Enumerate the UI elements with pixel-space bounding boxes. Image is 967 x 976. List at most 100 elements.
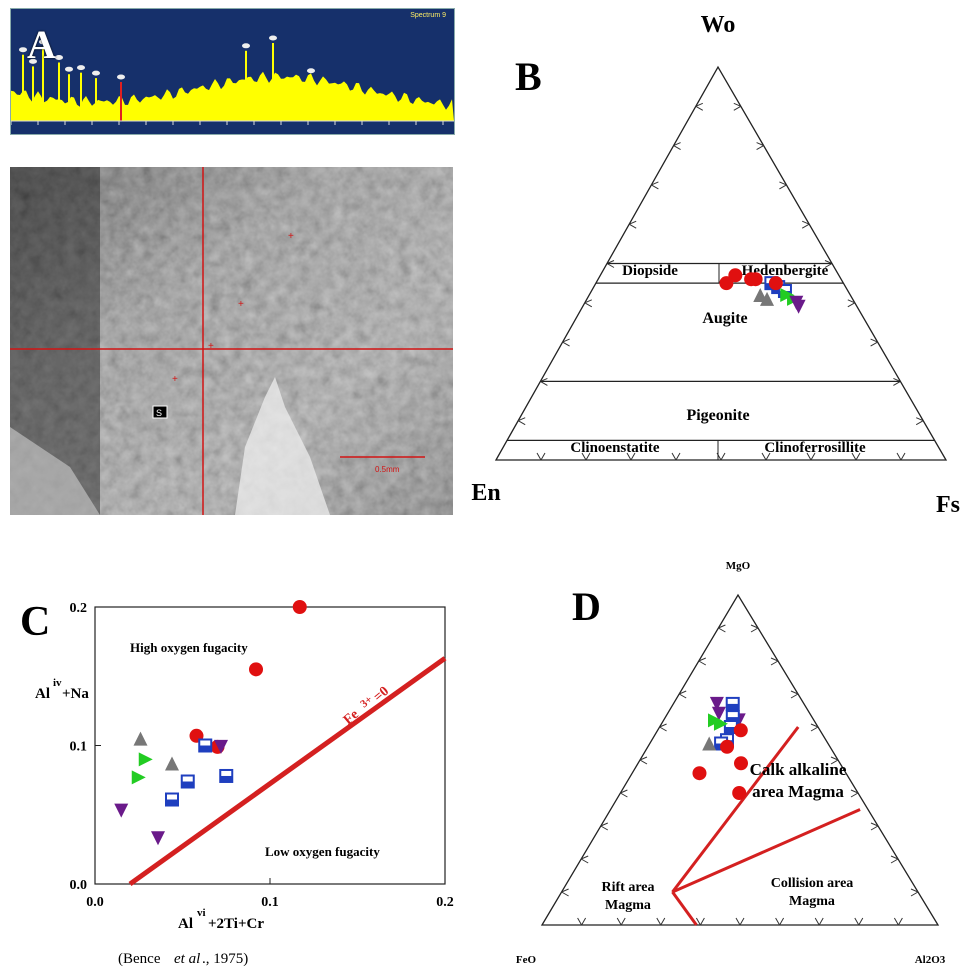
peak-label-marker: [77, 65, 85, 71]
ternary-tick: [854, 917, 864, 926]
pyroxene-ternary-panel: Wo En Fs Diopside Hedenbergite Augite Pigeonit…: [460, 0, 967, 520]
oxygen-fugacity-chart: 0.0 0.1 0.2 0.0 0.1 0.2 High oxygen fugacity Lo…: [20, 599, 454, 967]
ternary-tick: [761, 452, 771, 461]
panel-label-c: C: [20, 599, 50, 645]
ternary-tick: [790, 690, 799, 699]
eds-spectrum: A Spectrum 9: [10, 8, 455, 135]
ternary-tick: [750, 624, 759, 633]
ternary-tick: [580, 855, 589, 864]
apex-label-feo: FeO: [516, 954, 537, 966]
ternary-tick: [814, 917, 824, 926]
ternary-tick: [698, 657, 707, 666]
tectonic-ternary-panel: MgO FeO Al2O3 Calk alkaline area Magma Rift a…: [480, 545, 967, 971]
annotation-low-fugacity: Low oxygen fugacity: [265, 844, 380, 859]
oxygen-fugacity-panel: 0.0 0.1 0.2 0.0 0.1 0.2 High oxygen fugacity Lo…: [0, 580, 470, 971]
apex-label-fs: Fs: [936, 492, 960, 518]
field-label-calk-alkaline-2: area Magma: [752, 782, 844, 801]
y-axis-label-rest: +Na: [62, 686, 89, 702]
ternary-tick: [718, 624, 726, 633]
ternary-tick: [733, 102, 742, 111]
x-tick-label: 0.1: [261, 895, 279, 910]
data-point-circle: [733, 723, 748, 738]
data-point-triangle-up: [760, 291, 775, 306]
annotation-fe3-rest: =0: [371, 684, 392, 705]
svg-text:+: +: [288, 231, 294, 242]
data-point-square-fill: [199, 745, 212, 752]
data-point-circle: [692, 766, 707, 781]
panel-label-a: A: [27, 22, 56, 67]
data-point-triangle-down: [711, 706, 726, 721]
field-label-hedenbergite: Hedenbergite: [742, 263, 829, 279]
x-axis-label-rest: +2Ti+Cr: [208, 916, 264, 932]
y-axis-label-sup: iv: [53, 677, 62, 689]
ternary-tick: [847, 299, 856, 308]
field-label-clinoenstatite: Clinoenstatite: [570, 440, 660, 456]
apex-label-wo: Wo: [701, 12, 736, 38]
data-point-square-fill: [166, 799, 178, 806]
ternary-tick: [870, 338, 878, 347]
peak-label-marker: [19, 47, 27, 53]
microscope-image: + + + + S 0.5mm: [10, 167, 453, 515]
apex-label-al2o3: Al2O3: [915, 954, 946, 966]
data-point-circle: [732, 786, 747, 800]
analysis-spot-marker: [152, 405, 168, 419]
ternary-tick: [536, 452, 546, 461]
ternary-tick: [756, 142, 764, 151]
ternary-tick: [562, 338, 570, 347]
spectrum-caption: Spectrum 9: [410, 12, 446, 19]
spot-label: S: [156, 408, 162, 418]
ternary-tick: [801, 220, 810, 229]
boundary-line: [671, 891, 698, 926]
ternary-tick: [810, 723, 819, 732]
panel-label-d: D: [572, 584, 601, 629]
field-label-collision-2: Magma: [789, 894, 835, 909]
ternary-tick: [806, 452, 816, 461]
data-point-square-fill: [726, 703, 739, 710]
data-point-triangle-right: [713, 716, 728, 731]
svg-text:+: +: [208, 341, 214, 352]
field-label-rift-2: Magma: [605, 898, 651, 913]
ternary-tick: [695, 917, 705, 926]
field-label-collision-1: Collision area: [771, 876, 854, 891]
ternary-tick: [735, 917, 745, 926]
data-point-circle: [768, 276, 783, 291]
data-point-circle: [292, 600, 307, 614]
peak-label-marker: [117, 74, 125, 80]
apex-label-en: En: [471, 480, 500, 506]
field-label-calk-alkaline-1: Calk alkaline: [750, 760, 847, 779]
data-point-triangle-up: [702, 736, 717, 751]
y-tick-label: 0.1: [70, 740, 88, 755]
peak-label-marker: [269, 35, 277, 41]
svg-text:+: +: [238, 299, 244, 310]
eds-spectrum-plot: [10, 9, 454, 134]
ternary-tick: [626, 452, 636, 461]
data-point-square-fill: [724, 727, 737, 733]
citation-part-1: (Bence: [118, 951, 161, 967]
pyroxene-ternary-chart: Wo En Fs Diopside Hedenbergite Augite Pigeonit…: [471, 12, 960, 518]
ternary-tick: [915, 417, 924, 426]
field-label-pigeonite: Pigeonite: [686, 407, 749, 424]
boundary-line: [671, 726, 800, 893]
peak-label-marker: [242, 43, 250, 49]
ternary-tick: [770, 657, 779, 666]
ternary-tick: [850, 789, 859, 798]
ternary-tick: [656, 917, 666, 926]
data-point-circle: [734, 756, 748, 771]
ternary-tick: [616, 917, 626, 926]
peak-label-marker: [65, 66, 73, 72]
ternary-tick: [890, 855, 899, 864]
scale-bar-label: 0.5mm: [375, 465, 400, 474]
peak-label-marker: [92, 70, 100, 76]
apex-label-mgo: MgO: [726, 560, 751, 572]
ternary-tick: [851, 452, 861, 461]
tectonic-ternary-chart: MgO FeO Al2O3 Calk alkaline area Magma Rift a…: [516, 560, 946, 966]
citation-part-3: ., 1975): [202, 951, 248, 967]
ternary-tick: [775, 917, 785, 926]
ternary-tick: [584, 299, 593, 308]
data-point-triangle-down: [114, 803, 129, 818]
y-tick-label: 0.0: [70, 878, 88, 893]
data-point-circle: [249, 662, 263, 677]
y-axis-label-main: Al: [35, 686, 50, 702]
x-tick-label: 0.0: [86, 895, 104, 910]
peak-label-marker: [55, 55, 63, 60]
